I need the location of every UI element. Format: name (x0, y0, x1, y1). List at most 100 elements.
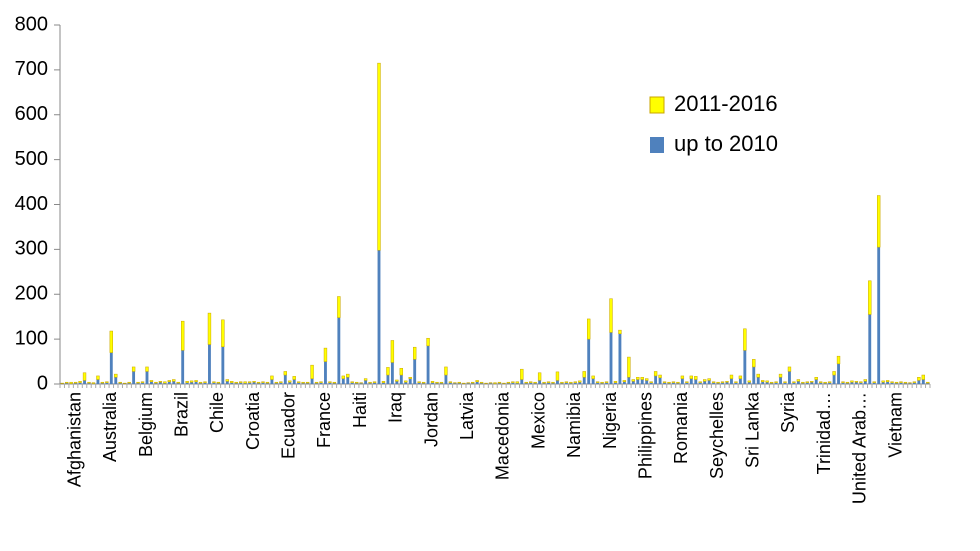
bar-segment (873, 382, 876, 383)
bar-segment (654, 371, 657, 375)
bar-segment (784, 382, 787, 383)
bar-segment (422, 382, 425, 383)
bar-segment (208, 345, 211, 384)
bar-segment (534, 382, 537, 383)
bar-segment (819, 382, 822, 383)
bar-segment (146, 371, 149, 384)
bar-segment (128, 382, 131, 383)
bar-segment (369, 382, 372, 383)
bar-segment (824, 382, 827, 383)
bar-segment (583, 377, 586, 384)
bar-segment (150, 380, 153, 381)
bar-segment (471, 382, 474, 383)
bar-segment (855, 382, 858, 384)
bar-segment (810, 382, 813, 384)
bar-segment (627, 357, 630, 377)
legend-swatch (650, 137, 664, 153)
bar-segment (864, 380, 867, 382)
bar-segment (476, 380, 479, 381)
bar-segment (70, 382, 73, 383)
bar-segment (172, 381, 175, 384)
bar-segment (726, 381, 729, 382)
bar-segment (288, 382, 291, 384)
bar-segment (659, 378, 662, 384)
bar-segment (275, 382, 278, 383)
bar-segment (556, 380, 559, 384)
bar-segment (842, 382, 845, 383)
bar-segment (538, 380, 541, 384)
bar-segment (413, 347, 416, 359)
bar-segment (520, 380, 523, 384)
bar-segment (922, 380, 925, 384)
bar-segment (404, 381, 407, 382)
bar-segment (792, 382, 795, 383)
bar-segment (355, 382, 358, 383)
bar-segment (610, 299, 613, 333)
bar-segment (917, 377, 920, 380)
bar-segment (382, 381, 385, 382)
bar-segment (833, 371, 836, 375)
y-tick-label: 300 (15, 238, 48, 260)
bar-segment (730, 375, 733, 379)
x-tick-label: Seychelles (707, 392, 727, 479)
bar-segment (578, 381, 581, 382)
bar-segment (726, 382, 729, 384)
bar-segment (627, 377, 630, 384)
bar-segment (801, 382, 804, 383)
bar-segment (378, 63, 381, 250)
bar-segment (681, 379, 684, 384)
bar-segment (734, 382, 737, 383)
x-tick-label: Vietnam (885, 392, 905, 458)
bar-segment (761, 380, 764, 381)
y-tick-label: 200 (15, 283, 48, 305)
bar-segment (614, 381, 617, 382)
bar-segment (181, 321, 184, 350)
bar-segment (623, 380, 626, 381)
bar-segment (810, 381, 813, 382)
bar-segment (248, 382, 251, 383)
bar-segment (132, 371, 135, 384)
x-tick-label: Sri Lanka (743, 391, 763, 468)
bar-segment (788, 367, 791, 371)
bar-segment (279, 382, 282, 383)
bar-segment (583, 371, 586, 377)
bar-segment (284, 371, 287, 375)
bar-segment (293, 380, 296, 384)
bar-segment (632, 380, 635, 382)
x-tick-label: Iraq (386, 392, 406, 423)
bar-segment (395, 381, 398, 384)
bar-segment (244, 382, 247, 383)
bar-segment (364, 379, 367, 381)
bar-segment (391, 340, 394, 362)
bar-segment (645, 380, 648, 384)
bar-segment (694, 376, 697, 379)
y-tick-label: 100 (15, 327, 48, 349)
bar-segment (766, 381, 769, 382)
x-tick-label: France (314, 392, 334, 448)
bar-segment (717, 382, 720, 383)
bar-segment (378, 250, 381, 384)
bar-segment (163, 382, 166, 383)
bar-segment (83, 380, 86, 384)
bar-segment (221, 347, 224, 384)
bar-segment (110, 331, 113, 353)
bar-segment (926, 382, 929, 383)
bar-segment (159, 382, 162, 384)
bar-segment (757, 377, 760, 384)
bar-segment (574, 382, 577, 383)
y-tick-label: 800 (15, 13, 48, 35)
bar-segment (204, 382, 207, 383)
bar-segment (413, 359, 416, 384)
bar-segment (226, 380, 229, 382)
bar-segment (226, 381, 229, 384)
bar-segment (311, 365, 314, 378)
bar-segment (779, 374, 782, 377)
bar-segment (444, 367, 447, 375)
bar-segment (587, 319, 590, 339)
bar-segment (882, 382, 885, 384)
bar-segment (556, 372, 559, 381)
bar-segment (458, 382, 461, 383)
bar-segment (623, 382, 626, 384)
bar-segment (146, 367, 149, 371)
bar-segment (342, 376, 345, 379)
